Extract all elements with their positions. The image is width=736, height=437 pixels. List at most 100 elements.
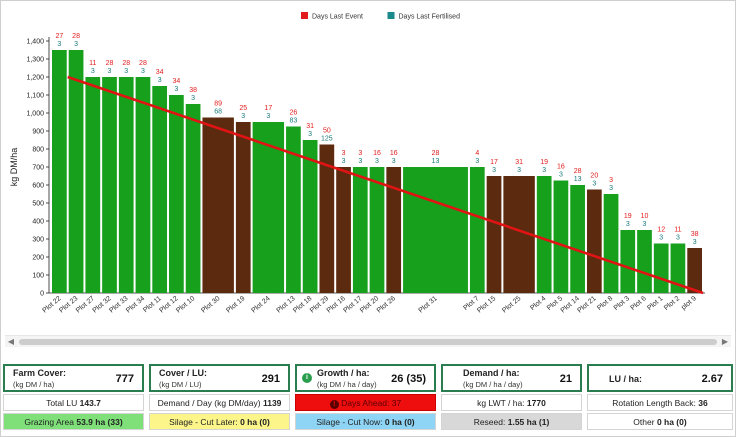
bar-days-event-label: 10 (641, 213, 649, 220)
bar-days-event-label: 50 (323, 128, 331, 135)
bar-days-event-label: 3 (342, 150, 346, 157)
y-tick-label: 0 (40, 291, 44, 298)
y-tick-label: 1,000 (26, 111, 44, 118)
legend-swatch (387, 12, 395, 19)
reseed-cell[interactable]: Reseed: 1.55 ha (1) (441, 413, 582, 430)
bar (536, 176, 552, 293)
bar-days-fert-label: 3 (676, 235, 680, 242)
lu-ha-box: LU / ha: 2.67 (587, 364, 733, 392)
x-tick-label: Plot 3 (613, 295, 631, 312)
bar (185, 104, 201, 293)
total-lu-cell: Total LU 143.7 (3, 394, 144, 411)
demand-day-value: 1139 (262, 398, 282, 408)
x-tick-label: Plot 1 (646, 295, 664, 312)
bar (118, 77, 134, 293)
other-label: Other (633, 417, 655, 427)
bar (85, 77, 101, 293)
demand-ha-value: 21 (559, 373, 572, 385)
silage-cut-now-cell[interactable]: Silage - Cut Now: 0 ha (0) (295, 413, 436, 430)
bar-days-event-label: 19 (540, 159, 548, 166)
bar-days-fert-label: 3 (124, 68, 128, 75)
bar-days-fert-label: 3 (475, 158, 479, 165)
farm-cover-label: Farm Cover: (13, 368, 67, 378)
farm-cover-box: Farm Cover: (kg DM / ha) 777 (3, 364, 144, 392)
bar (403, 167, 468, 293)
legend-swatch (301, 12, 308, 19)
bar-days-fert-label: 3 (626, 221, 630, 228)
bar (570, 185, 585, 293)
y-tick-label: 1,100 (26, 93, 44, 100)
bar (352, 167, 368, 293)
demand-ha-box: Demand / ha: (kg DM / ha / day) 21 (441, 364, 582, 392)
bar-days-fert-label: 3 (609, 185, 613, 192)
bar (553, 180, 569, 293)
bar-days-event-label: 17 (490, 159, 498, 166)
silage-cut-later-cell[interactable]: Silage - Cut Later: 0 ha (0) (149, 413, 290, 430)
bar-days-event-label: 19 (624, 213, 632, 220)
bar-days-event-label: 31 (515, 159, 523, 166)
days-ahead-label: Days Ahead: 37 (341, 398, 402, 408)
demand-day-label: Demand / Day (kg DM/day) (157, 398, 261, 408)
bar-days-event-label: 17 (264, 105, 272, 112)
bar-days-fert-label: 3 (158, 77, 162, 84)
bar-days-fert-label: 3 (174, 86, 178, 93)
bar-days-event-label: 28 (432, 150, 440, 157)
bar (319, 144, 335, 293)
bar-days-fert-label: 13 (574, 176, 582, 183)
y-tick-label: 600 (32, 183, 44, 190)
grazing-area-cell[interactable]: Grazing Area 53.9 ha (33) (3, 413, 144, 430)
bar (469, 167, 485, 293)
bar (603, 194, 619, 293)
kg-lwt-cell: kg LWT / ha: 1770 (441, 394, 582, 411)
demand-ha-label: Demand / ha: (463, 368, 520, 378)
scroll-thumb[interactable] (19, 339, 717, 345)
chart-horizontal-scrollbar[interactable]: ◀ ▶ (5, 335, 731, 347)
bar-days-event-label: 12 (657, 227, 665, 234)
growth-ha-unit: (kg DM / ha / day) (317, 380, 377, 389)
x-tick-label: Plot 15 (476, 295, 497, 314)
x-tick-label: Plot 2 (663, 295, 681, 312)
reseed-label: Reseed: (473, 417, 506, 427)
scroll-left-icon[interactable]: ◀ (7, 337, 15, 346)
bar (586, 189, 602, 293)
bar-days-event-label: 26 (290, 110, 298, 117)
cover-lu-box: Cover / LU: (kg DM / LU) 291 (149, 364, 290, 392)
y-tick-label: 300 (32, 237, 44, 244)
farm-cover-value: 777 (115, 373, 134, 385)
x-tick-label: Plot 25 (501, 295, 522, 314)
scroll-right-icon[interactable]: ▶ (721, 337, 729, 346)
demand-day-cell: Demand / Day (kg DM/day) 1139 (149, 394, 290, 411)
silage-cut-later-label: Silage - Cut Later: (169, 417, 238, 427)
bar (135, 77, 151, 293)
x-tick-label: Plot 8 (596, 295, 614, 312)
bar (637, 230, 652, 293)
info-icon[interactable]: i (302, 373, 312, 383)
bar (52, 50, 67, 293)
bar (68, 50, 84, 293)
reseed-value: 1.55 ha (1) (507, 417, 550, 427)
bar-days-event-label: 3 (609, 177, 613, 184)
bar-days-fert-label: 3 (392, 158, 396, 165)
bar-days-fert-label: 3 (108, 68, 112, 75)
bar (620, 230, 636, 293)
bar (336, 167, 351, 293)
kg-lwt-label: kg LWT / ha: (477, 398, 525, 408)
bar (202, 117, 234, 293)
bar-days-event-label: 16 (373, 150, 381, 157)
bar-days-fert-label: 13 (432, 158, 440, 165)
bar-days-event-label: 25 (239, 105, 247, 112)
y-tick-label: 100 (32, 273, 44, 280)
bar-days-fert-label: 3 (492, 167, 496, 174)
silage-cut-now-label: Silage - Cut Now: (316, 417, 383, 427)
bar-days-fert-label: 68 (214, 109, 222, 116)
bar (486, 176, 502, 293)
bar-days-fert-label: 3 (57, 41, 61, 48)
legend-label: Days Last Event (312, 14, 363, 21)
days-ahead-cell[interactable]: ! Days Ahead: 37 (295, 394, 436, 411)
y-tick-label: 500 (32, 201, 44, 208)
other-cell[interactable]: Other 0 ha (0) (587, 413, 733, 430)
cover-lu-value: 291 (261, 373, 280, 385)
bar-days-event-label: 4 (475, 150, 479, 157)
y-tick-label: 800 (32, 147, 44, 154)
x-tick-label: Plot 19 (225, 295, 246, 314)
